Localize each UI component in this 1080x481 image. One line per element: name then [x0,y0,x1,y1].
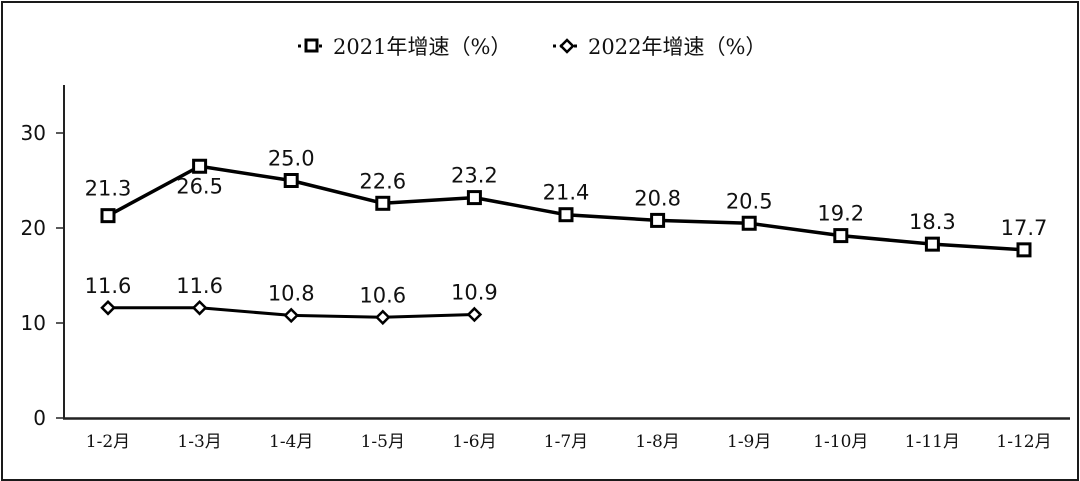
x-category-label: 1-12月 [996,432,1051,452]
data-label: 20.5 [726,189,773,213]
x-category-label: 1-4月 [269,432,313,452]
square-marker-icon [1016,242,1032,258]
data-label: 22.6 [359,169,406,193]
square-marker-icon [192,158,208,174]
diamond-marker-icon [559,38,575,54]
y-tick-label: 20 [21,216,46,240]
diamond-marker-icon [466,306,483,323]
diamond-marker-icon [283,307,299,324]
square-marker-icon [375,195,391,211]
y-tick-label: 10 [21,311,46,335]
data-label: 20.8 [634,186,681,210]
legend-item-2021[interactable]: 2021年增速（%） [298,35,511,59]
legend: 2021年增速（%） 2022年增速（%） [298,35,766,59]
x-category-label: 1-5月 [361,432,405,452]
data-label: 11.6 [176,274,223,298]
square-marker-icon [304,38,319,53]
series-2021: 21.3 26.5 25.0 22.6 23.2 21.4 20.8 20.5 19.2 18.3… [85,147,1048,258]
data-label: 21.3 [85,177,132,201]
x-category-label: 1-10月 [813,432,868,452]
data-label: 19.2 [817,202,864,226]
square-marker-icon [283,173,299,188]
diamond-marker-icon [191,300,208,316]
series-2022: 11.6 11.6 10.8 10.6 10.9 [85,274,498,326]
data-label: 26.5 [176,174,223,198]
square-marker-icon [558,207,574,223]
data-label: 21.4 [543,181,590,205]
data-label: 17.7 [1001,216,1048,240]
square-marker-icon [924,236,940,252]
y-axis: 0 10 20 30 [21,85,65,430]
y-tick-label: 0 [33,406,46,430]
data-label: 25.0 [268,147,315,171]
legend-item-2022[interactable]: 2022年增速（%） [553,35,766,59]
data-label: 23.2 [451,164,498,188]
diamond-marker-icon [100,300,116,316]
square-marker-icon [741,215,757,231]
square-marker-icon [466,190,482,206]
x-category-label: 1-3月 [177,432,221,452]
x-category-label: 1-8月 [635,432,679,452]
data-label: 18.3 [909,210,956,234]
x-axis: 1-2月 1-3月 1-4月 1-5月 1-6月 1-7月 1-8月 1-9月 1-10月 1-1… [63,417,1070,452]
square-marker-icon [833,228,849,244]
data-label: 10.8 [268,281,315,305]
x-category-label: 1-2月 [86,432,130,452]
data-label: 10.6 [359,283,406,307]
square-marker-icon [100,208,116,224]
diamond-marker-icon [375,309,391,326]
data-label: 11.6 [85,274,132,298]
x-category-label: 1-7月 [544,432,588,452]
legend-label-2022: 2022年增速（%） [588,35,766,59]
x-category-label: 1-11月 [905,432,960,452]
x-category-label: 1-6月 [452,432,496,452]
square-marker-icon [650,212,666,228]
legend-label-2021: 2021年增速（%） [333,35,511,59]
data-label: 10.9 [451,280,498,304]
y-tick-label: 30 [21,121,46,145]
x-category-label: 1-9月 [727,432,771,452]
